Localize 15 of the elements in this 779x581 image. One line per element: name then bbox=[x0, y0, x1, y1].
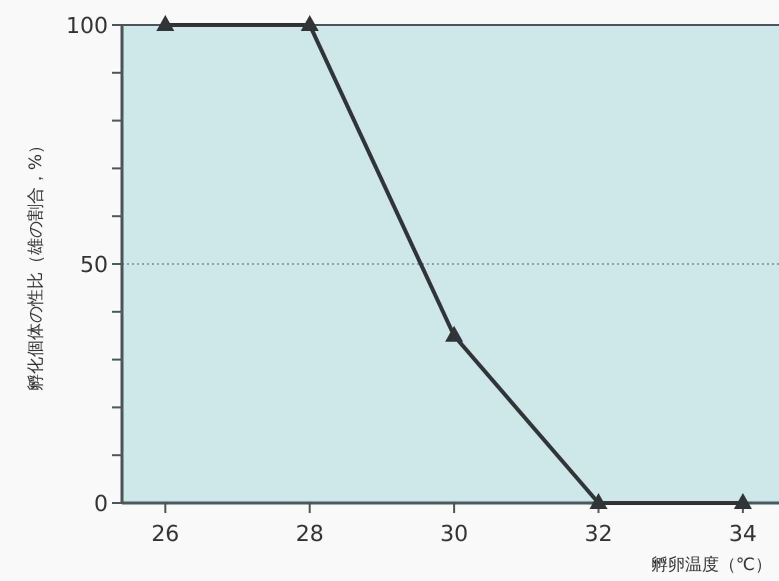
x-tick-label: 32 bbox=[584, 522, 613, 547]
x-tick-label: 26 bbox=[151, 522, 180, 547]
y-tick-label: 0 bbox=[94, 492, 108, 517]
point bbox=[445, 326, 464, 342]
x-axis-title: 孵卵温度（℃） bbox=[650, 555, 772, 575]
point bbox=[590, 493, 608, 509]
x-tick-label: 34 bbox=[728, 522, 757, 547]
x-tick-label: 30 bbox=[440, 522, 468, 547]
y-tick-label: 50 bbox=[80, 253, 108, 278]
point bbox=[300, 15, 319, 31]
y-axis-title: 孵化個体の性比（雄の割合，%） bbox=[26, 136, 46, 392]
y-tick-label: 100 bbox=[66, 14, 108, 39]
point bbox=[734, 493, 752, 509]
point bbox=[156, 15, 174, 31]
x-tick-label: 28 bbox=[296, 522, 324, 547]
